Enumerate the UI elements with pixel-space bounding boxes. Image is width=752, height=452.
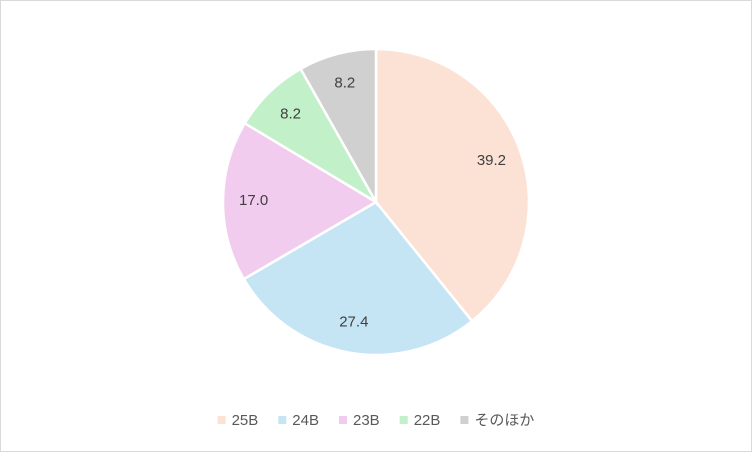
legend-item: そのほか	[460, 412, 534, 429]
legend-swatch	[278, 416, 287, 424]
legend-label: 24B	[292, 412, 319, 429]
legend-label: 23B	[353, 412, 380, 429]
legend-item: 23B	[338, 412, 380, 429]
legend-item: 25B	[217, 412, 259, 429]
legend-swatch	[217, 416, 226, 424]
legend-label: 25B	[232, 412, 259, 429]
data-label: 17.0	[239, 192, 268, 209]
data-label: 8.2	[280, 105, 301, 122]
pie-slice	[242, 200, 474, 357]
pie-slice	[298, 47, 378, 207]
legend-swatch	[460, 416, 469, 424]
legend-swatch	[338, 416, 347, 424]
legend-label: そのほか	[474, 412, 534, 429]
legend-swatch	[399, 416, 408, 424]
legend-item: 24B	[278, 412, 319, 429]
legend-label: 22B	[414, 412, 441, 429]
pie-slice	[374, 47, 531, 323]
data-label: 39.2	[477, 152, 506, 169]
legend-item: 22B	[399, 412, 441, 429]
data-label: 27.4	[339, 313, 368, 330]
pie-slice	[221, 121, 379, 281]
data-label: 8.2	[334, 75, 355, 92]
